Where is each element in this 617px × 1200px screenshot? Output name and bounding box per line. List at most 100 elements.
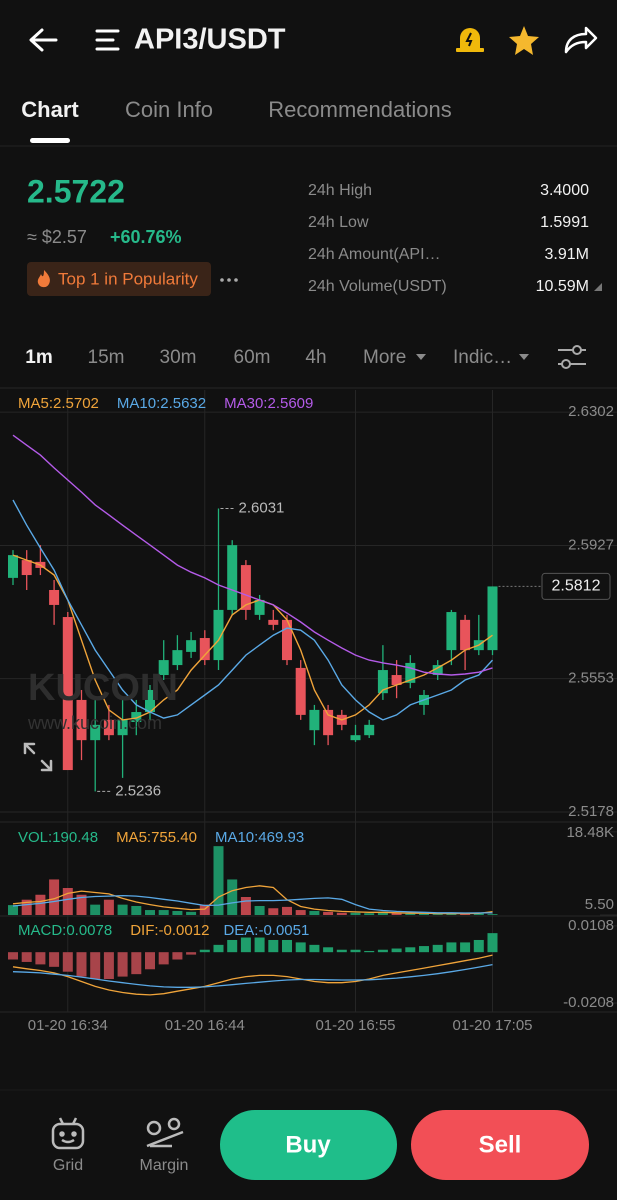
popularity-badge[interactable] xyxy=(27,262,211,296)
interval[interactable]: 30m xyxy=(160,347,197,368)
legend-entry: MA10:469.93 xyxy=(215,829,304,846)
favorite-button[interactable] xyxy=(509,26,539,55)
candle-body xyxy=(309,709,320,731)
volume-bar xyxy=(254,906,265,915)
buy-label[interactable]: Buy xyxy=(285,1131,331,1158)
macd-bar xyxy=(186,952,197,955)
macd-bar xyxy=(295,942,306,953)
candle-body xyxy=(405,662,416,683)
badge-text: Top 1 in Popularity xyxy=(58,269,198,288)
chart-settings[interactable] xyxy=(558,345,586,369)
watermark-url: www.kucoin.com xyxy=(27,713,162,733)
y-tick-label: 5.50 xyxy=(585,896,614,913)
candle-body xyxy=(254,599,265,615)
candle-body xyxy=(158,660,169,676)
volume-bar xyxy=(473,913,484,915)
dropdown-icon xyxy=(519,354,529,360)
macd-bar xyxy=(62,952,73,972)
macd-bar xyxy=(90,952,101,980)
stat-label: 24h Amount(API… xyxy=(308,246,441,263)
macd-bar xyxy=(227,939,238,953)
menu-button[interactable] xyxy=(95,29,120,51)
macd-bar xyxy=(268,939,279,953)
tool-label[interactable]: Margin xyxy=(140,1157,189,1174)
tab[interactable]: Recommendations xyxy=(268,97,451,122)
y-tick-label: 2.5553 xyxy=(568,670,614,687)
macd-bar xyxy=(419,946,429,953)
volume-bar xyxy=(364,913,375,915)
volume-bar xyxy=(350,912,361,915)
volume-bar xyxy=(405,913,416,915)
macd-bar xyxy=(49,952,60,967)
stat-value: 1.5991 xyxy=(540,214,589,231)
stat-value: 10.59M xyxy=(536,278,589,295)
candle-body xyxy=(487,586,498,651)
macd-bar xyxy=(254,937,265,953)
margin-tool[interactable] xyxy=(146,1117,184,1148)
last-price-box xyxy=(541,572,611,600)
legend-entry: MA10:2.5632 xyxy=(117,395,206,412)
candle-body xyxy=(186,640,197,652)
macd-bar xyxy=(172,952,183,960)
back-button[interactable] xyxy=(29,28,58,52)
alert-button[interactable] xyxy=(456,28,484,52)
grid-tool[interactable] xyxy=(51,1117,85,1150)
legend-entry: MA5:2.5702 xyxy=(18,395,99,412)
volume-bar xyxy=(240,897,251,915)
fullscreen-button[interactable] xyxy=(23,742,53,772)
candle-body xyxy=(282,619,292,661)
interval[interactable]: 15m xyxy=(88,347,125,368)
volume-bar xyxy=(103,899,114,915)
stat-label: 24h High xyxy=(308,182,372,199)
volume-bar xyxy=(8,905,18,915)
more-button[interactable] xyxy=(220,278,238,282)
macd-bar xyxy=(282,939,292,953)
candle-body xyxy=(350,735,361,741)
interval[interactable]: 60m xyxy=(234,347,271,368)
volume-bar xyxy=(90,904,101,915)
macd-bar xyxy=(76,952,87,977)
volume-bar xyxy=(377,911,388,915)
candle-body xyxy=(377,670,388,694)
candle-body xyxy=(432,665,443,676)
macd-bar xyxy=(364,950,375,953)
buy-button[interactable] xyxy=(220,1110,397,1180)
tab-indicator xyxy=(30,138,70,143)
tab[interactable]: Coin Info xyxy=(125,97,213,122)
interval[interactable]: 4h xyxy=(305,347,326,368)
ma-line xyxy=(12,554,493,721)
x-tick-label: 01-20 16:55 xyxy=(315,1017,395,1034)
tool-label[interactable]: Grid xyxy=(53,1157,83,1174)
legend-entry: DEA:-0.0051 xyxy=(223,922,309,939)
interval[interactable]: More xyxy=(363,347,406,368)
y-tick-label: 2.6302 xyxy=(568,403,614,420)
stat-label: 24h Volume(USDT) xyxy=(308,278,447,295)
stat-label: 24h Low xyxy=(308,214,369,231)
volume-bar xyxy=(295,910,306,915)
x-tick-label: 01-20 17:05 xyxy=(452,1017,532,1034)
volume-bar xyxy=(76,894,87,915)
volume-bar xyxy=(213,846,224,915)
interval[interactable]: 1m xyxy=(25,347,52,368)
sell-button[interactable] xyxy=(411,1110,589,1180)
volume-bar xyxy=(282,906,292,915)
macd-bar xyxy=(240,937,251,953)
tab[interactable]: Chart xyxy=(21,97,79,122)
volume-bar xyxy=(391,912,402,915)
macd-bar xyxy=(213,944,224,953)
candle-body xyxy=(145,689,155,713)
share-button[interactable] xyxy=(564,26,598,54)
sell-label[interactable]: Sell xyxy=(479,1131,522,1158)
stat-value: 3.91M xyxy=(545,246,589,263)
macd-bar xyxy=(377,949,388,953)
volume-bar xyxy=(62,888,73,915)
macd-bar xyxy=(350,949,361,953)
interval[interactable]: Indic… xyxy=(453,347,512,368)
y-tick-label: 0.0108 xyxy=(568,917,614,934)
volume-bar xyxy=(487,914,498,915)
macd-bar xyxy=(487,933,498,953)
watermark: KUCOIN xyxy=(28,667,178,709)
volume-bar xyxy=(158,910,169,915)
volume-bar xyxy=(49,879,60,915)
